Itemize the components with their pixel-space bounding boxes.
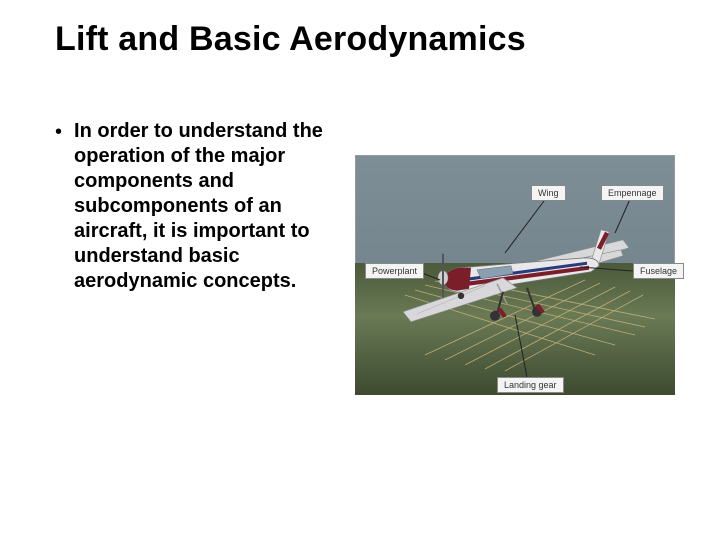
slide-title: Lift and Basic Aerodynamics bbox=[55, 20, 680, 59]
label-fuselage: Fuselage bbox=[633, 263, 684, 279]
bullet-list: • In order to understand the operation o… bbox=[55, 119, 355, 294]
label-empennage: Empennage bbox=[601, 185, 664, 201]
slide: Lift and Basic Aerodynamics • In order t… bbox=[0, 0, 720, 540]
label-landinggear: Landing gear bbox=[497, 377, 564, 393]
aircraft-diagram: Wing Empennage Powerplant Fuselage Landi… bbox=[355, 155, 675, 395]
body-row: • In order to understand the operation o… bbox=[55, 119, 680, 395]
bullet-dot-icon: • bbox=[55, 119, 62, 145]
bullet-item: • In order to understand the operation o… bbox=[55, 119, 355, 294]
label-wing: Wing bbox=[531, 185, 566, 201]
label-powerplant: Powerplant bbox=[365, 263, 424, 279]
bullet-text: In order to understand the operation of … bbox=[74, 119, 355, 294]
